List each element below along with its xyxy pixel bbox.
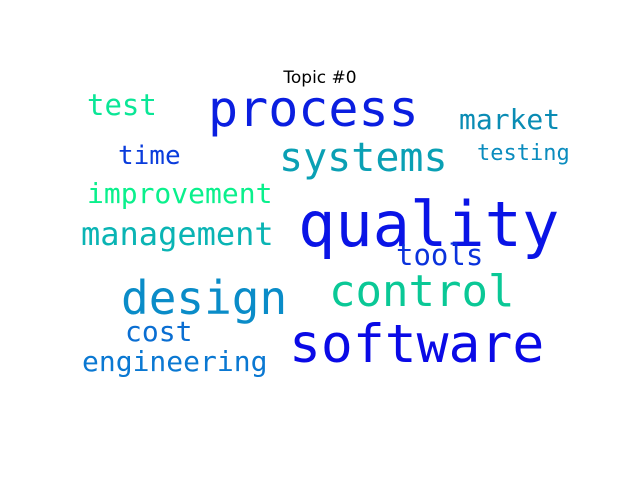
word-systems: systems xyxy=(279,135,448,181)
word-control: control xyxy=(329,266,515,317)
word-test: test xyxy=(87,88,157,122)
word-improvement: improvement xyxy=(87,177,273,210)
word-market: market xyxy=(459,103,561,136)
word-management: management xyxy=(81,215,274,253)
word-testing: testing xyxy=(477,141,570,166)
word-software: software xyxy=(289,314,545,375)
word-tools: tools xyxy=(396,238,484,272)
word-quality: quality xyxy=(298,188,560,261)
word-process: process xyxy=(208,80,419,138)
word-time: time xyxy=(118,141,181,171)
chart-title: Topic #0 xyxy=(283,68,357,88)
word-engineering: engineering xyxy=(82,345,268,378)
word-cost: cost xyxy=(125,315,193,348)
word-design: design xyxy=(121,271,288,325)
